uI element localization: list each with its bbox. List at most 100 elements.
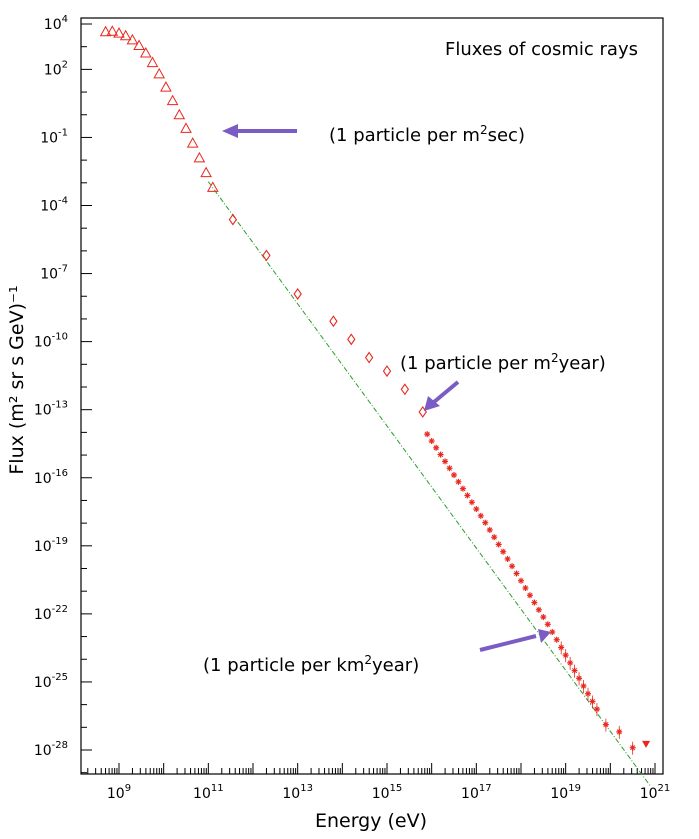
data-point-triangle <box>119 29 132 41</box>
data-point-triangle <box>200 166 212 178</box>
star-stroke <box>433 445 439 451</box>
star-stroke <box>522 585 529 591</box>
data-point-triangle <box>99 25 112 37</box>
x-axis-title: Energy (eV) <box>315 810 427 832</box>
y-tick-label: 104 <box>44 14 68 33</box>
data-point-star <box>428 437 435 444</box>
y-tick-label: 10-22 <box>34 604 68 623</box>
data-point-triangle <box>186 137 199 148</box>
y-tick-label: 10-25 <box>34 672 68 691</box>
star-stroke <box>549 629 555 635</box>
star-stroke <box>451 472 457 478</box>
x-tick-label: 1013 <box>282 783 313 802</box>
annotation-per-m2sec: (1 particle per m2sec) <box>329 123 525 146</box>
data-point-star <box>535 606 542 613</box>
data-point-star <box>451 472 457 479</box>
star-stroke <box>491 534 497 540</box>
data-point-star <box>513 570 520 577</box>
data-point-star <box>567 656 574 670</box>
data-point-star <box>491 534 498 541</box>
data-point-triangle <box>173 108 186 120</box>
data-point-triangle <box>113 27 125 38</box>
y-axis-title: Flux (m² sr s GeV)⁻¹ <box>6 285 28 474</box>
data-point-star <box>576 672 583 686</box>
data-point-triangle <box>106 25 119 36</box>
data-point-star <box>468 499 475 506</box>
data-point-star <box>522 585 529 592</box>
data-point-star <box>424 431 431 438</box>
x-tick-label: 1019 <box>550 783 581 802</box>
star-stroke <box>424 431 430 437</box>
data-point-diamond <box>293 288 302 300</box>
y-tick-labels: 104 102 10-1 10-4 10-7 10-10 10-13 10-16 10-19 10… <box>34 14 68 759</box>
data-point-triangle <box>139 47 152 58</box>
data-point-diamond <box>347 333 356 346</box>
star-stroke <box>500 549 506 555</box>
data-point-star <box>540 614 547 621</box>
data-point-star <box>486 526 493 533</box>
arrow-per-km2year <box>479 629 551 652</box>
data-point-diamond <box>382 365 392 378</box>
data-point-triangle <box>133 39 145 51</box>
arrow-per-m2year <box>424 380 460 411</box>
data-point-star <box>585 687 591 701</box>
data-point-star <box>562 649 569 663</box>
data-point-star <box>558 641 565 655</box>
data-point-star <box>629 741 636 755</box>
star-stroke <box>487 527 493 533</box>
data-point-triangle <box>160 81 172 92</box>
star-stroke <box>518 578 524 584</box>
arrow-per-m2sec <box>222 124 297 138</box>
chart-title: Fluxes of cosmic rays <box>445 39 638 60</box>
data-point-star <box>433 444 440 451</box>
star-stroke <box>438 452 444 458</box>
data-point-star <box>571 664 578 678</box>
x-tick-label: 1011 <box>193 783 224 802</box>
data-point-diamond <box>228 213 238 226</box>
y-tick-label: 10-19 <box>34 536 68 555</box>
upper-limit-marker <box>642 740 651 748</box>
data-point-diamond <box>400 383 410 396</box>
data-point-star <box>518 577 524 584</box>
data-point-star <box>602 718 609 732</box>
data-point-star <box>616 725 623 739</box>
x-tick-label: 1015 <box>372 783 403 802</box>
data-point-star <box>509 563 516 570</box>
star-stroke <box>455 479 462 485</box>
annotation-per-m2year: (1 particle per m2year) <box>400 351 606 374</box>
y-tick-label: 10-13 <box>34 400 68 419</box>
y-tick-label: 10-1 <box>40 127 68 146</box>
data-point-star <box>464 492 471 499</box>
data-point-triangle <box>180 122 192 133</box>
plot-frame <box>80 17 664 775</box>
x-tick-label: 109 <box>107 783 131 802</box>
y-tick-label: 10-7 <box>40 264 68 283</box>
series-diamond <box>228 213 427 418</box>
star-stroke <box>442 458 448 464</box>
data-point-triangle <box>193 151 206 163</box>
star-stroke <box>460 486 466 492</box>
data-point-star <box>495 541 502 548</box>
data-point-triangle <box>153 67 166 79</box>
data-point-star <box>544 621 551 628</box>
star-stroke <box>531 599 537 606</box>
data-point-star <box>446 465 453 472</box>
y-tick-label: 10-10 <box>34 332 68 351</box>
star-stroke <box>446 465 453 471</box>
data-point-star <box>589 695 596 709</box>
data-point-diamond <box>329 315 338 328</box>
data-point-star <box>455 478 462 485</box>
data-point-star <box>553 636 560 643</box>
annotation-per-km2year: (1 particle per km2year) <box>203 653 419 676</box>
data-point-triangle <box>166 94 179 106</box>
series-star <box>424 431 636 755</box>
star-stroke <box>540 614 546 620</box>
data-point-star <box>504 555 511 562</box>
data-point-diamond <box>364 351 374 364</box>
minor-ticks <box>81 23 656 774</box>
star-stroke <box>482 520 488 526</box>
data-point-star <box>477 512 484 519</box>
star-stroke <box>527 592 533 598</box>
y-tick-label: 10-28 <box>34 740 68 759</box>
